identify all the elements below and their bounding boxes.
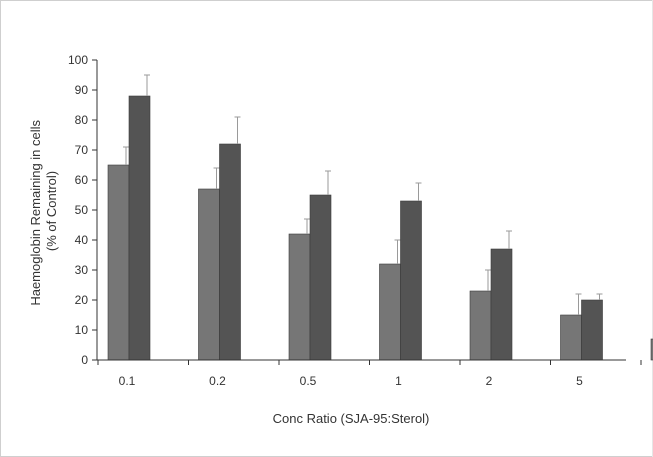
y-axis-title: Haemoglobin Remaining in cells (% of Con…	[28, 116, 59, 305]
bar-series-1	[107, 164, 130, 361]
x-tick-label: 1	[395, 374, 402, 388]
frame-border-left	[0, 0, 1, 457]
plot-area	[107, 74, 653, 361]
y-tick-label: 60	[75, 173, 89, 187]
x-axis-title: Conc Ratio (SJA-95:Sterol)	[273, 411, 430, 426]
y-tick-label: 40	[75, 233, 89, 247]
y-tick-label: 50	[75, 203, 89, 217]
x-tick-label: 0.2	[209, 374, 226, 388]
y-tick-label: 80	[75, 113, 89, 127]
x-tick-label: 0.1	[119, 374, 136, 388]
bar-series-1	[198, 188, 220, 361]
bar-series-2	[581, 299, 603, 361]
y-tick-label: 0	[81, 353, 88, 367]
bar-series-2	[128, 95, 151, 361]
bar-series-1	[379, 263, 401, 361]
bar-series-2	[400, 200, 422, 361]
bar-series-1	[560, 314, 582, 361]
x-axis: 0.10.20.512510	[97, 359, 642, 388]
bar-series-1	[469, 290, 492, 361]
bar-series-2	[219, 143, 241, 361]
y-tick-label: 70	[75, 143, 89, 157]
frame-border-top	[0, 0, 653, 1]
bar-series-2	[490, 248, 513, 361]
y-tick-label: 20	[75, 293, 89, 307]
x-tick-label: 2	[486, 374, 493, 388]
y-tick-label: 90	[75, 83, 89, 97]
y-axis-title-line-1: Haemoglobin Remaining in cells	[28, 119, 43, 305]
bar-series-1	[650, 338, 653, 361]
y-axis-title-line-2: (% of Control)	[44, 171, 59, 251]
y-tick-label: 100	[68, 53, 88, 67]
x-tick-label: 5	[576, 374, 583, 388]
y-tick-label: 10	[75, 323, 89, 337]
bar-series-2	[309, 194, 332, 361]
x-tick-label: 0.5	[300, 374, 317, 388]
bar-series-1	[288, 233, 311, 361]
y-tick-label: 30	[75, 263, 89, 277]
y-axis: 0 10 20 30 40 50 60 70 80 90 100	[68, 53, 98, 367]
